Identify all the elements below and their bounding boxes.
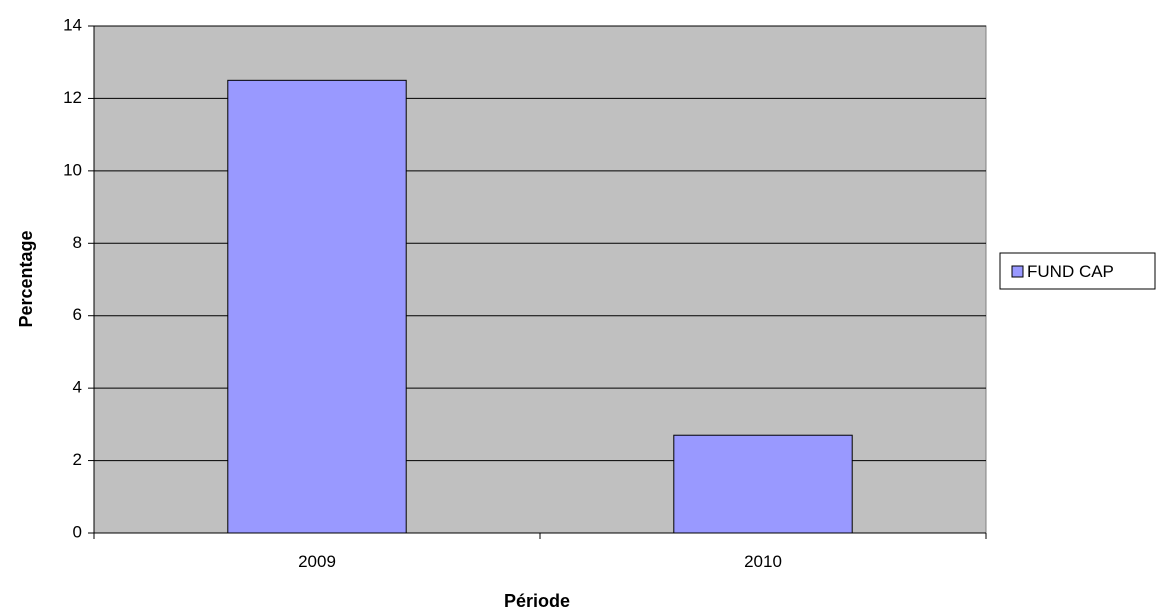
legend-box (999, 252, 1156, 290)
legend: FUND CAP (999, 252, 1156, 290)
y-tick-label: 2 (73, 450, 82, 469)
bar-2009 (227, 79, 407, 534)
y-tick-label: 14 (63, 15, 82, 34)
y-axis-ticks: 0 2 4 6 8 10 12 14 (63, 15, 94, 541)
x-tick-label: 2010 (744, 552, 782, 571)
y-tick-label: 0 (73, 522, 82, 541)
y-tick-label: 4 (73, 378, 82, 397)
y-tick-label: 6 (73, 305, 82, 324)
y-tick-label: 10 (63, 160, 82, 179)
x-axis-title: Période (504, 591, 570, 611)
x-tick-label: 2009 (298, 552, 336, 571)
bars (227, 79, 853, 534)
x-axis-ticks: 2009 2010 (93, 533, 987, 571)
bar-2010 (673, 434, 853, 534)
y-tick-label: 8 (73, 233, 82, 252)
y-axis-title: Percentage (16, 230, 36, 327)
legend-label: FUND CAP (1027, 262, 1114, 281)
legend-swatch (1011, 265, 1024, 278)
y-tick-label: 12 (63, 88, 82, 107)
